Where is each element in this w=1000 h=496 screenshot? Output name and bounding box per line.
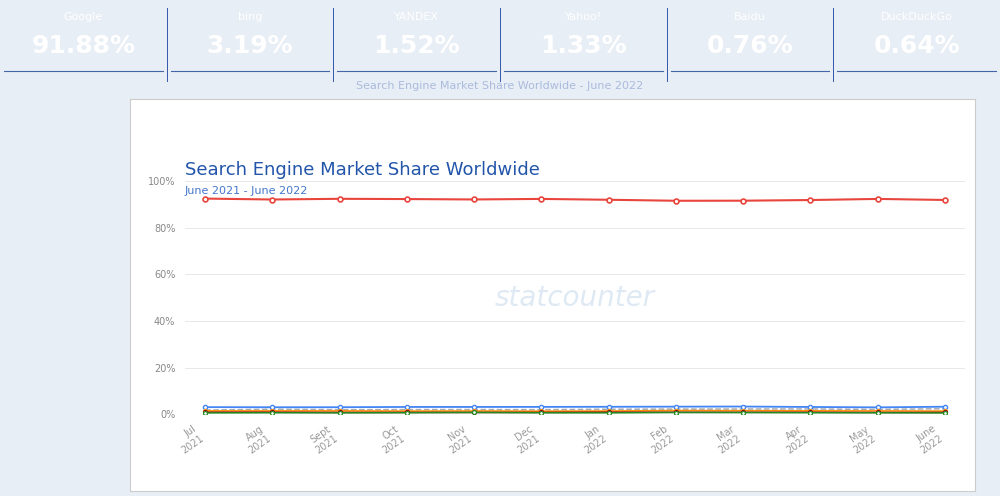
Text: Edit Chart Data: Edit Chart Data <box>844 159 940 169</box>
Text: 3.19%: 3.19% <box>207 34 293 58</box>
Text: YANDEX: YANDEX <box>394 12 439 22</box>
Text: Baidu: Baidu <box>734 12 766 22</box>
Text: 91.88%: 91.88% <box>31 34 135 58</box>
Text: bing: bing <box>238 12 262 22</box>
Text: DuckDuckGo: DuckDuckGo <box>881 12 953 22</box>
Text: 1.52%: 1.52% <box>373 34 460 58</box>
Text: 0.76%: 0.76% <box>707 34 793 58</box>
Text: Search Engine Market Share Worldwide: Search Engine Market Share Worldwide <box>185 161 540 179</box>
Text: Yahoo!: Yahoo! <box>565 12 602 22</box>
Text: Search Engine Market Share Worldwide - June 2022: Search Engine Market Share Worldwide - J… <box>356 81 644 91</box>
Text: Google: Google <box>64 12 103 22</box>
Text: statcounter: statcounter <box>495 284 655 311</box>
Text: 0.64%: 0.64% <box>873 34 960 58</box>
Text: 1.33%: 1.33% <box>540 34 627 58</box>
Text: June 2021 - June 2022: June 2021 - June 2022 <box>185 186 308 196</box>
